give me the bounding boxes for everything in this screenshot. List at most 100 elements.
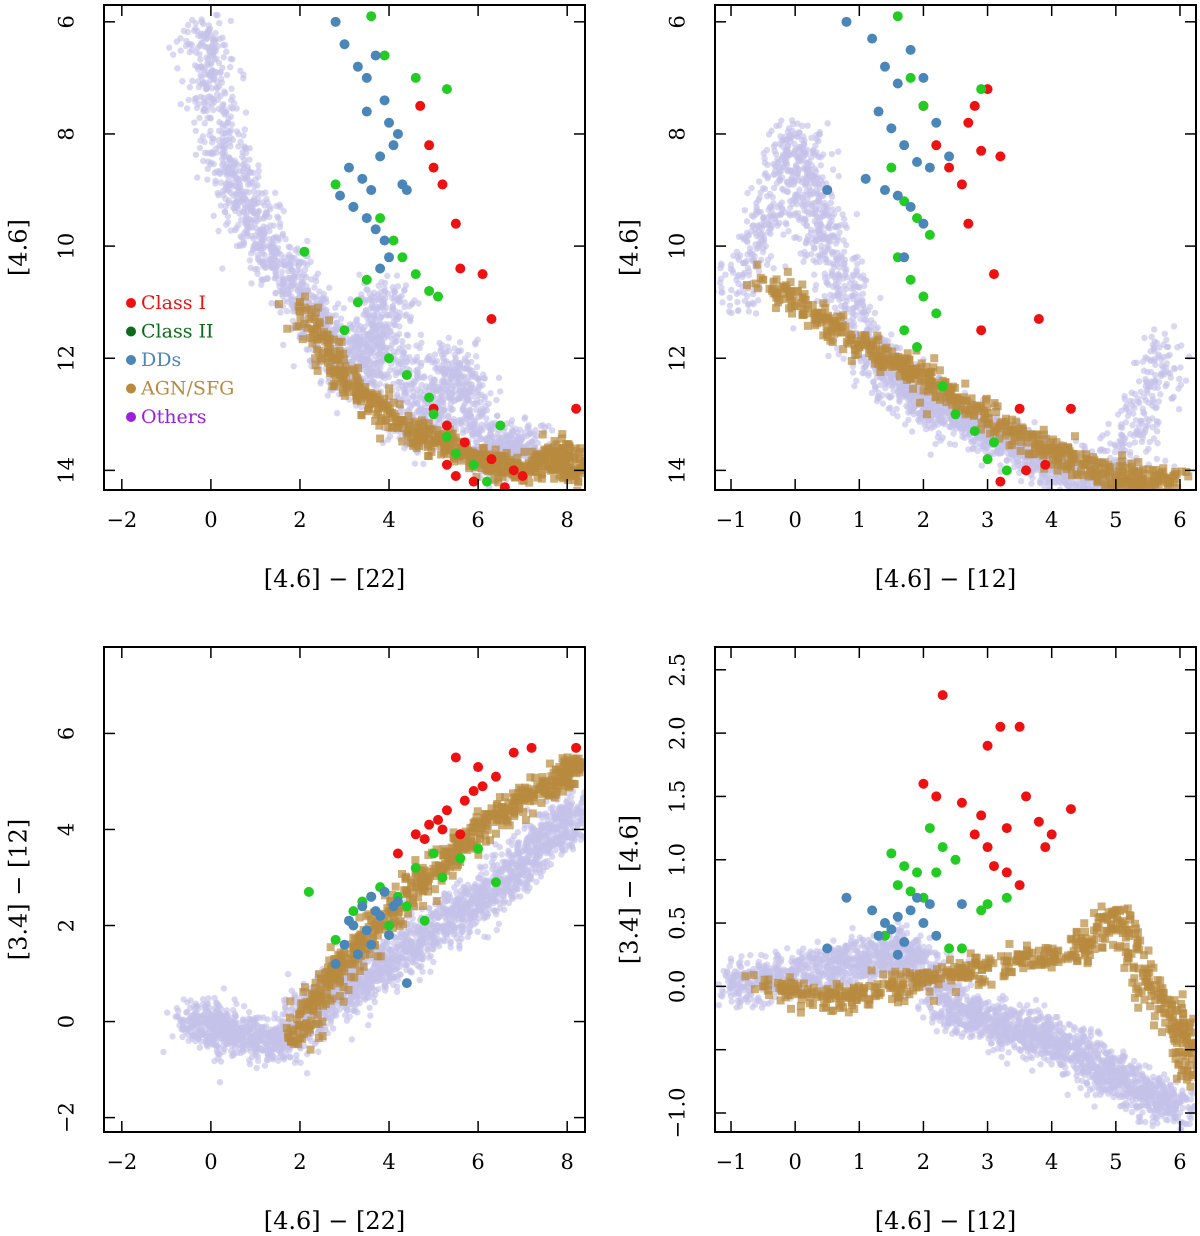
other-point	[476, 383, 483, 390]
other-point	[1139, 431, 1147, 438]
other-point	[201, 149, 209, 157]
data-point	[348, 201, 359, 212]
other-point	[228, 85, 235, 92]
other-point	[190, 27, 198, 34]
other-point	[478, 435, 485, 443]
other-point	[277, 309, 284, 316]
other-point	[227, 17, 235, 25]
other-point	[214, 85, 221, 92]
other-point	[1104, 430, 1111, 437]
other-point	[221, 169, 229, 176]
other-point	[420, 374, 428, 381]
other-point	[742, 259, 749, 267]
data-point	[339, 39, 350, 50]
agn-point	[569, 453, 578, 462]
agn-point	[466, 452, 475, 461]
other-point	[386, 345, 394, 352]
other-point	[206, 114, 214, 121]
other-point	[489, 433, 496, 440]
other-point	[761, 185, 769, 193]
agn-point	[424, 419, 433, 428]
other-point	[997, 462, 1004, 469]
other-point	[273, 202, 280, 210]
other-point	[951, 441, 959, 448]
agn-point	[533, 473, 542, 482]
other-point	[260, 276, 268, 283]
other-point	[434, 365, 441, 372]
other-point	[418, 381, 425, 389]
other-point	[831, 304, 839, 311]
other-point	[369, 303, 376, 311]
other-point	[276, 220, 284, 227]
agn-point	[303, 323, 312, 332]
agn-point	[494, 478, 503, 487]
other-point	[269, 240, 276, 247]
agn-point	[419, 422, 428, 431]
other-point	[375, 296, 382, 303]
agn-point	[296, 314, 305, 323]
agn-point	[375, 421, 384, 430]
agn-point	[517, 461, 526, 470]
other-point	[203, 60, 211, 67]
other-point	[393, 272, 401, 279]
agn-point	[308, 339, 317, 348]
other-point	[440, 370, 447, 377]
y-tick-label: 8	[55, 127, 79, 140]
other-point	[512, 425, 519, 432]
other-point	[227, 127, 235, 134]
other-point	[508, 417, 516, 424]
other-point	[173, 38, 181, 45]
agn-point	[372, 410, 381, 419]
other-point	[234, 161, 241, 169]
agn-point	[498, 472, 507, 481]
data-point	[330, 16, 341, 27]
other-point	[224, 119, 231, 126]
other-point	[835, 148, 842, 155]
agn-point	[574, 478, 583, 487]
other-point	[403, 358, 410, 366]
other-point	[810, 245, 818, 252]
other-point	[185, 96, 192, 104]
agn-point	[385, 406, 394, 415]
data-point	[527, 466, 536, 475]
agn-point	[307, 305, 316, 314]
other-point	[416, 394, 424, 401]
other-point	[254, 270, 261, 278]
other-point	[220, 54, 227, 61]
agn-point	[573, 486, 582, 490]
other-point	[191, 119, 198, 126]
agn-point	[564, 452, 573, 461]
other-point	[413, 342, 420, 349]
other-point	[825, 352, 832, 360]
legend-label: Class I	[141, 292, 206, 314]
agn-point	[576, 444, 585, 453]
other-point	[548, 427, 556, 434]
data-point	[468, 459, 479, 470]
x-tick-label: 2	[293, 508, 306, 532]
other-point	[186, 48, 194, 56]
data-point	[379, 50, 390, 61]
other-point	[230, 178, 238, 186]
other-point	[311, 284, 318, 291]
plot-area	[715, 11, 1193, 497]
other-point	[367, 364, 374, 372]
other-point	[400, 387, 408, 394]
other-point	[466, 419, 473, 426]
other-point	[439, 399, 447, 406]
agn-point	[488, 467, 497, 476]
other-point	[417, 331, 425, 339]
other-point	[366, 295, 374, 303]
other-point	[886, 393, 893, 401]
other-point	[235, 185, 242, 192]
agn-point	[332, 377, 341, 386]
other-point	[227, 143, 234, 150]
other-point	[333, 409, 341, 417]
other-point	[242, 176, 249, 183]
agn-point	[303, 306, 312, 315]
other-point	[1122, 435, 1129, 442]
other-point	[244, 166, 251, 173]
legend-marker	[126, 412, 136, 422]
other-point	[191, 0, 197, 2]
other-point	[1112, 491, 1118, 497]
